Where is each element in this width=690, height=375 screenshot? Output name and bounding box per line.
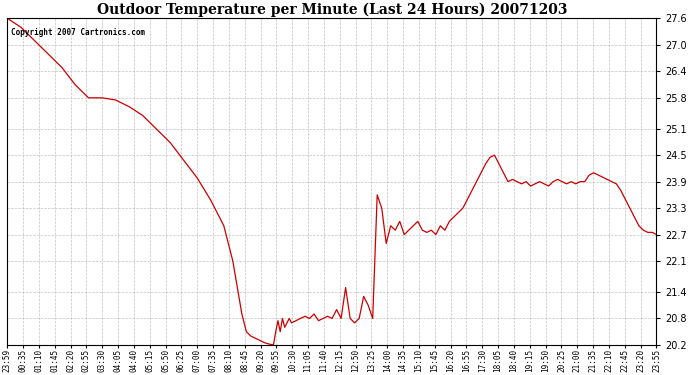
Text: Copyright 2007 Cartronics.com: Copyright 2007 Cartronics.com [10, 28, 145, 37]
Title: Outdoor Temperature per Minute (Last 24 Hours) 20071203: Outdoor Temperature per Minute (Last 24 … [97, 3, 567, 17]
